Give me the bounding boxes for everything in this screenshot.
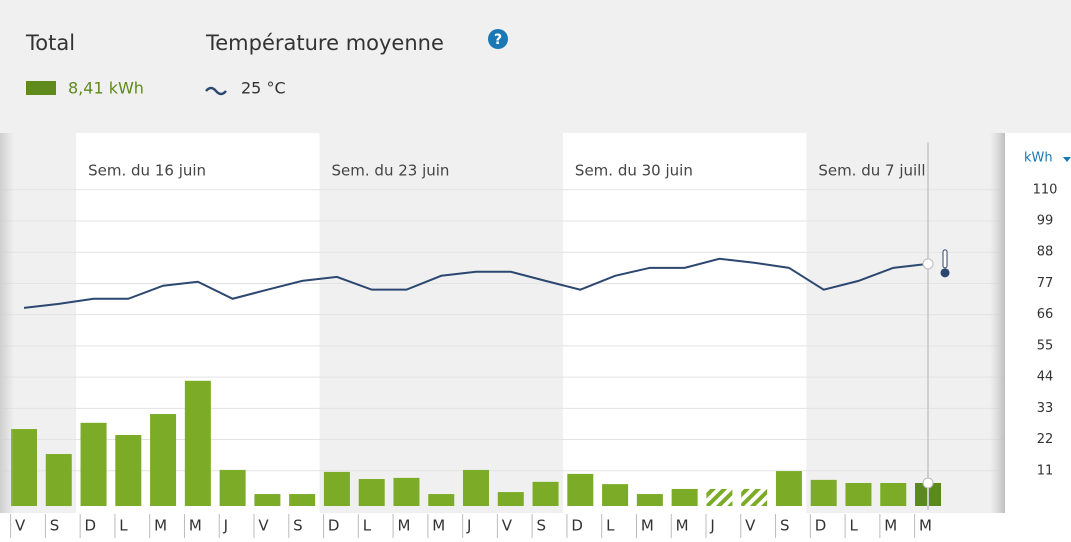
bar [741, 488, 768, 506]
bar [463, 469, 490, 506]
bar [810, 479, 837, 506]
plot: Sem. du 16 juin Sem. du 23 juin Sem. du 30… [0, 133, 1057, 538]
bar [706, 488, 733, 506]
x-tick-label: D [815, 517, 827, 535]
y-unit[interactable]: kWh [1024, 151, 1053, 166]
bar [567, 473, 594, 506]
x-tick-label: M [919, 517, 932, 535]
y-tick-label: 110 [1033, 182, 1058, 197]
x-tick-label: M [432, 517, 445, 535]
bar [323, 471, 350, 506]
temperature-value: 25 °C [241, 79, 286, 98]
help-icon-mark: ? [494, 32, 502, 48]
y-tick-label: 88 [1037, 245, 1054, 260]
cursor-dot [922, 477, 934, 489]
x-tick-label: J [223, 517, 228, 535]
right-shadow [990, 133, 1005, 513]
y-tick-label: 99 [1037, 213, 1054, 228]
x-tick-label: D [328, 517, 340, 535]
week-label: Sem. du 23 juin [332, 162, 450, 180]
bar [80, 422, 107, 506]
bar [532, 481, 559, 506]
y-tick-label: 22 [1037, 432, 1054, 447]
bar [636, 494, 663, 506]
x-tick-label: S [50, 517, 60, 535]
y-tick-label: 66 [1037, 307, 1054, 322]
bar [184, 380, 211, 506]
bar [880, 482, 907, 506]
x-tick-label: S [293, 517, 303, 535]
x-tick-label: V [15, 517, 26, 535]
y-tick-label: 44 [1037, 370, 1054, 385]
x-tick-label: D [571, 517, 583, 535]
bar [602, 484, 629, 506]
help-icon[interactable] [488, 29, 508, 49]
x-tick-label: D [85, 517, 97, 535]
bar [671, 488, 698, 506]
temperature-title: Température moyenne [205, 31, 444, 55]
legend-swatch [26, 81, 56, 95]
bar [428, 494, 455, 506]
bar [358, 479, 385, 506]
y-tick-label: 33 [1037, 401, 1054, 416]
y-tick-label: 77 [1037, 276, 1054, 291]
left-shadow [0, 133, 14, 513]
x-tick-label: M [676, 517, 689, 535]
x-tick-label: M [641, 517, 654, 535]
total-value: 8,41 kWh [68, 79, 144, 98]
x-tick-label: L [606, 517, 615, 535]
bar [115, 435, 142, 506]
bar [45, 454, 72, 506]
x-tick-label: V [745, 517, 756, 535]
bar [393, 477, 420, 506]
x-tick-label: L [119, 517, 128, 535]
bar [150, 414, 177, 506]
bar [845, 482, 872, 506]
cursor-notch [920, 133, 936, 143]
x-tick-label: S [780, 517, 790, 535]
bar [219, 469, 246, 506]
header-bg [0, 0, 1071, 133]
legend-line [205, 86, 227, 96]
x-tick-label: S [537, 517, 547, 535]
x-tick-label: M [397, 517, 410, 535]
week-label: Sem. du 7 juill. [818, 162, 930, 180]
x-tick-label: M [884, 517, 897, 535]
week-bands [0, 133, 1005, 513]
week-band [806, 133, 1005, 513]
thermometer-icon [942, 249, 948, 269]
cursor-dot [922, 258, 934, 270]
x-tick-label: M [154, 517, 167, 535]
week-band [319, 133, 563, 513]
x-tick-label: L [363, 517, 372, 535]
x-tick-label: J [466, 517, 471, 535]
y-tick-label: 11 [1037, 463, 1054, 478]
bar [254, 494, 281, 506]
x-tick-label: V [258, 517, 269, 535]
x-tick-label: J [709, 517, 714, 535]
bar [289, 494, 316, 506]
week-label: Sem. du 16 juin [88, 162, 206, 180]
total-title: Total [25, 31, 75, 55]
bar [775, 471, 802, 506]
x-tick-label: M [189, 517, 202, 535]
thermometer-bulb [940, 268, 950, 278]
temperature-line [23, 257, 929, 309]
week-label: Sem. du 30 juin [575, 162, 693, 180]
x-tick-label: V [502, 517, 513, 535]
bar [11, 429, 37, 506]
y-tick-label: 55 [1037, 338, 1054, 353]
x-tick-label: L [849, 517, 858, 535]
unit-dropdown[interactable] [1063, 157, 1071, 162]
bar [497, 492, 524, 506]
